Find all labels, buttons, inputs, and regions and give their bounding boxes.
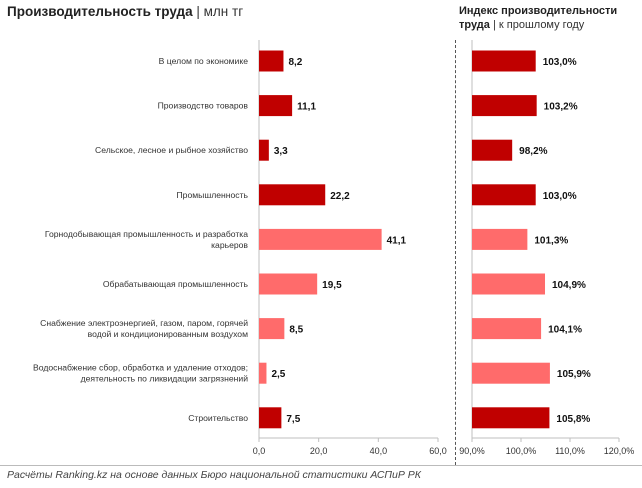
left-x-tick-label: 20,0 [310,446,328,456]
category-label: Горнодобывающая промышленность и разрабо… [45,229,248,239]
productivity-value-label: 2,5 [271,369,285,380]
productivity-bar [259,95,293,117]
index-bar [472,407,550,429]
index-value-label: 104,9% [552,280,586,291]
category-label: Промышленность [177,190,249,200]
chart-canvas: 0,0 20,0 40,0 60,0 90,0% 100,0% 110,0% 120,0% В … [33,40,635,456]
right-title-separator: | [492,19,496,31]
category-label: Обрабатывающая промышленность [103,279,249,289]
productivity-bar [259,318,285,340]
category-label: Снабжение электроэнергией, газом, паром,… [40,318,248,328]
index-bar [472,95,537,117]
right-x-tick-label: 100,0% [506,446,537,456]
left-chart-title-text: Производительность труда [7,4,193,19]
category-label: Производство товаров [158,101,249,111]
left-title-separator: | [196,4,200,19]
right-x-tick-label: 110,0% [555,446,585,456]
right-chart-subtitle: к прошлому году [498,19,585,31]
index-bar [472,184,536,206]
index-value-label: 103,0% [543,191,577,202]
productivity-value-label: 22,2 [330,191,350,202]
category-label: карьеров [211,240,248,250]
right-chart-title-line2: труда [459,19,490,31]
index-bar [472,50,536,72]
right-chart-title-line1: Индекс производительности [459,5,618,17]
left-chart-unit: млн тг [203,4,244,19]
category-label: В целом по экономике [159,56,249,66]
index-value-label: 103,2% [544,102,578,113]
category-label: Строительство [188,413,248,423]
index-value-label: 98,2% [519,146,547,157]
category-label: Сельское, лесное и рыбное хозяйство [95,145,248,155]
left-x-tick-label: 60,0 [429,446,447,456]
index-bar [472,318,542,340]
productivity-value-label: 11,1 [297,102,316,113]
right-x-tick-label: 90,0% [459,446,485,456]
productivity-bar [259,273,318,295]
category-label: деятельность по ликвидации загрязнений [81,374,249,384]
productivity-bar [259,184,326,206]
panel-divider [455,40,456,465]
right-chart-title: Индекс производительности труда | к прош… [459,4,617,32]
productivity-value-label: 19,5 [322,280,342,291]
productivity-bar [259,50,284,72]
index-value-label: 105,9% [557,369,591,380]
productivity-value-label: 8,2 [288,57,302,68]
index-bar [472,139,513,161]
left-x-tick-label: 0,0 [253,446,266,456]
index-bar [472,362,550,384]
category-label: водой и кондиционированным воздухом [88,329,248,339]
right-x-tick-label: 120,0% [604,446,635,456]
productivity-bar [259,362,267,384]
productivity-value-label: 3,3 [274,146,288,157]
source-rule [0,465,642,466]
index-value-label: 103,0% [543,57,577,68]
productivity-bar [259,407,282,429]
category-label: Водоснабжение сбор, обработка и удаление… [33,363,248,373]
index-bar [472,228,528,250]
productivity-value-label: 41,1 [387,235,407,246]
index-bar [472,273,546,295]
productivity-bar [259,139,269,161]
productivity-value-label: 7,5 [286,414,300,425]
left-x-tick-label: 40,0 [370,446,388,456]
productivity-bar [259,228,382,250]
index-value-label: 101,3% [534,235,568,246]
index-value-label: 104,1% [548,325,582,336]
index-value-label: 105,8% [556,414,590,425]
productivity-value-label: 8,5 [289,325,303,336]
source-note: Расчёты Ranking.kz на основе данных Бюро… [7,469,421,481]
left-chart-title: Производительность труда | млн тг [7,4,243,19]
